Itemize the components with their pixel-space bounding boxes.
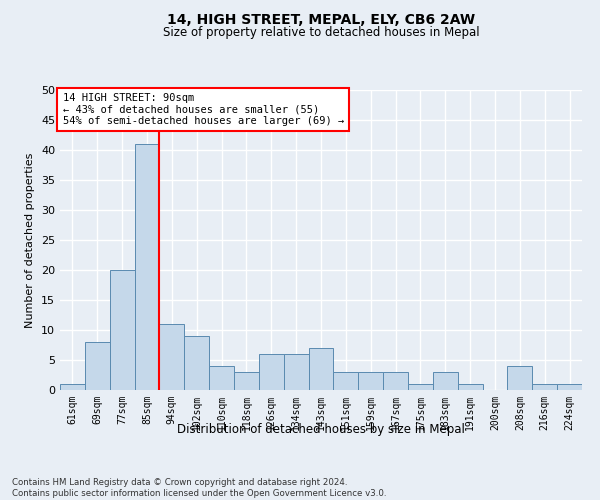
- Bar: [532, 384, 557, 390]
- Bar: [160, 324, 184, 390]
- Text: 14 HIGH STREET: 90sqm
← 43% of detached houses are smaller (55)
54% of semi-deta: 14 HIGH STREET: 90sqm ← 43% of detached …: [62, 93, 344, 126]
- Text: Contains HM Land Registry data © Crown copyright and database right 2024.
Contai: Contains HM Land Registry data © Crown c…: [12, 478, 386, 498]
- Bar: [110, 270, 134, 390]
- Bar: [134, 144, 160, 390]
- Bar: [259, 354, 284, 390]
- Text: 14, HIGH STREET, MEPAL, ELY, CB6 2AW: 14, HIGH STREET, MEPAL, ELY, CB6 2AW: [167, 12, 475, 26]
- Bar: [284, 354, 308, 390]
- Bar: [557, 384, 582, 390]
- Text: Size of property relative to detached houses in Mepal: Size of property relative to detached ho…: [163, 26, 479, 39]
- Bar: [458, 384, 482, 390]
- Bar: [408, 384, 433, 390]
- Bar: [184, 336, 209, 390]
- Bar: [358, 372, 383, 390]
- Bar: [508, 366, 532, 390]
- Y-axis label: Number of detached properties: Number of detached properties: [25, 152, 35, 328]
- Text: Distribution of detached houses by size in Mepal: Distribution of detached houses by size …: [177, 422, 465, 436]
- Bar: [60, 384, 85, 390]
- Bar: [334, 372, 358, 390]
- Bar: [209, 366, 234, 390]
- Bar: [234, 372, 259, 390]
- Bar: [433, 372, 458, 390]
- Bar: [85, 342, 110, 390]
- Bar: [308, 348, 334, 390]
- Bar: [383, 372, 408, 390]
